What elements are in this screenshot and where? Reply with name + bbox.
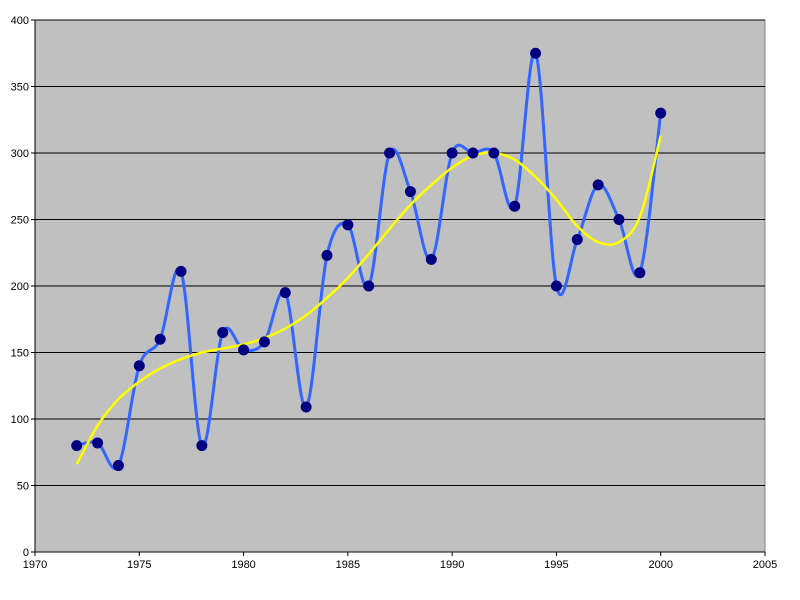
y-tick-label: 100 [11, 414, 29, 426]
data-point [342, 219, 354, 231]
data-point [571, 233, 583, 245]
data-point [279, 287, 291, 299]
x-tick-label: 1990 [440, 559, 464, 571]
x-tick-labels: 1970 1975 1980 1985 1990 1995 2000 2005 [23, 559, 777, 571]
data-point [404, 186, 416, 198]
data-point [92, 437, 104, 449]
x-tick-label: 1970 [23, 559, 47, 571]
x-tick-label: 2000 [648, 559, 672, 571]
data-point [655, 107, 667, 119]
data-point [425, 253, 437, 265]
trendline [75, 135, 662, 465]
data-point [217, 327, 229, 339]
data-point [154, 333, 166, 345]
data-point [238, 344, 250, 356]
data-point [71, 440, 83, 452]
data-point [488, 147, 500, 159]
y-tick-label: 150 [11, 348, 29, 360]
y-tick-labels: 0 50 100 150 200 250 300 350 400 [11, 15, 29, 559]
data-point [530, 47, 542, 59]
data-point [613, 214, 625, 225]
data-point [112, 460, 124, 472]
y-tick-label: 0 [23, 547, 29, 559]
x-tick-label: 2005 [753, 559, 777, 571]
y-tick-label: 250 [11, 215, 29, 227]
y-tick-label: 350 [11, 82, 29, 94]
data-point [634, 267, 646, 279]
y-tick-label: 200 [11, 281, 29, 293]
data-point [592, 179, 604, 191]
data-point [363, 280, 375, 292]
data-point [258, 336, 270, 348]
data-point [384, 147, 396, 159]
gridlines [35, 19, 765, 486]
data-point [300, 401, 312, 413]
axes [31, 19, 766, 556]
data-point [509, 200, 521, 212]
data-point [550, 280, 562, 292]
data-point [196, 440, 208, 452]
x-tick-label: 1995 [544, 559, 568, 571]
x-tick-label: 1975 [127, 559, 151, 571]
y-tick-label: 300 [11, 148, 29, 160]
y-tick-label: 50 [17, 481, 29, 493]
data-point [175, 265, 187, 277]
x-tick-label: 1980 [231, 559, 255, 571]
x-tick-label: 1985 [336, 559, 360, 571]
data-point [133, 360, 145, 372]
data-point [321, 249, 333, 261]
data-point [446, 147, 458, 159]
series-layer [71, 47, 667, 472]
data-point [467, 147, 479, 159]
y-tick-label: 400 [11, 15, 29, 27]
